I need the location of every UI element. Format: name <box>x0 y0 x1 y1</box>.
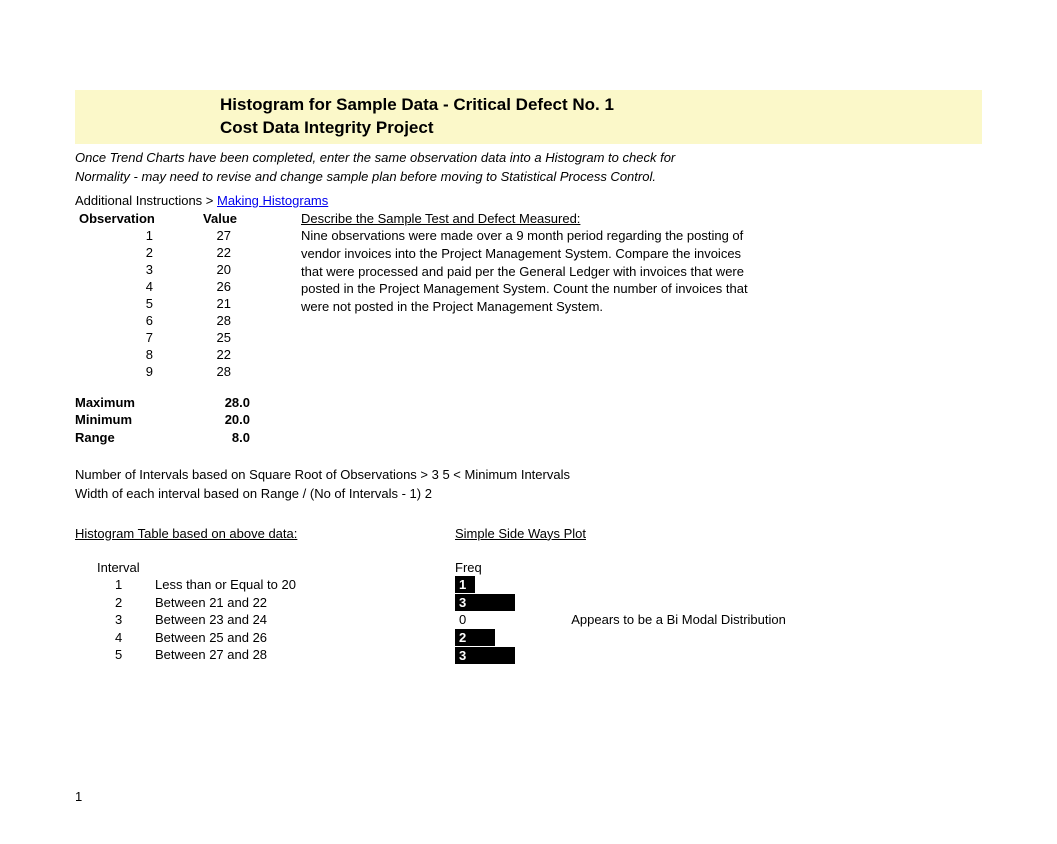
obs-number: 9 <box>75 363 178 380</box>
calc-line-1: Number of Intervals based on Square Root… <box>75 465 982 485</box>
obs-number: 3 <box>75 261 178 278</box>
obs-number: 4 <box>75 278 178 295</box>
hist-header-freq: Freq <box>455 559 495 577</box>
additional-instructions: Additional Instructions > Making Histogr… <box>75 193 982 208</box>
freq-bar: 3 <box>455 594 515 611</box>
hist-header-interval: Interval <box>75 559 155 577</box>
table-row: 222 <box>75 244 241 261</box>
table-row: 521 <box>75 295 241 312</box>
obs-value: 27 <box>178 227 241 244</box>
interval-number: 1 <box>75 576 155 594</box>
obs-number: 8 <box>75 346 178 363</box>
obs-header-value: Value <box>178 210 241 227</box>
histogram-table-heading: Histogram Table based on above data: <box>75 526 455 541</box>
distribution-note: Appears to be a Bi Modal Distribution <box>571 611 786 629</box>
histogram-row: 1Less than or Equal to 201 <box>75 576 982 594</box>
describe-line: vendor invoices into the Project Managem… <box>301 245 748 263</box>
interval-number: 3 <box>75 611 155 629</box>
table-row: 725 <box>75 329 241 346</box>
page-root: Histogram for Sample Data - Critical Def… <box>0 0 1057 844</box>
interval-range: Less than or Equal to 20 <box>155 576 455 594</box>
observation-table: Observation Value 1272223204265216287258… <box>75 210 241 380</box>
italic-line-2: Normality - may need to revise and chang… <box>75 167 982 187</box>
stat-label: Range <box>75 429 200 447</box>
table-row: 822 <box>75 346 241 363</box>
stat-value: 28.0 <box>200 394 250 412</box>
section-headings: Histogram Table based on above data: Sim… <box>75 526 982 541</box>
italic-line-1: Once Trend Charts have been completed, e… <box>75 148 982 168</box>
obs-header-observation: Observation <box>75 210 178 227</box>
obs-value: 22 <box>178 244 241 261</box>
stat-value: 20.0 <box>200 411 250 429</box>
interval-number: 4 <box>75 629 155 647</box>
freq-bar: 1 <box>455 576 475 593</box>
obs-value: 22 <box>178 346 241 363</box>
making-histograms-link[interactable]: Making Histograms <box>217 193 328 208</box>
histogram-header-row: Interval Freq <box>75 559 982 577</box>
describe-line: that were processed and paid per the Gen… <box>301 263 748 281</box>
simple-plot-heading: Simple Side Ways Plot <box>455 526 586 541</box>
banner-line-1: Histogram for Sample Data - Critical Def… <box>220 94 982 117</box>
stat-label: Maximum <box>75 394 200 412</box>
table-row: 628 <box>75 312 241 329</box>
obs-number: 7 <box>75 329 178 346</box>
histogram-row: 5Between 27 and 283 <box>75 646 982 664</box>
describe-column: Describe the Sample Test and Defect Meas… <box>241 210 748 315</box>
stat-minimum: Minimum 20.0 <box>75 411 982 429</box>
obs-number: 5 <box>75 295 178 312</box>
describe-line: Nine observations were made over a 9 mon… <box>301 227 748 245</box>
obs-number: 1 <box>75 227 178 244</box>
interval-number: 5 <box>75 646 155 664</box>
title-banner: Histogram for Sample Data - Critical Def… <box>75 90 982 144</box>
obs-number: 6 <box>75 312 178 329</box>
histogram-row: 3Between 23 and 240 Appears to be a Bi Mo… <box>75 611 982 629</box>
stats-block: Maximum 28.0 Minimum 20.0 Range 8.0 <box>75 394 982 447</box>
interval-range: Between 21 and 22 <box>155 594 455 612</box>
interval-range: Between 23 and 24 <box>155 611 455 629</box>
interval-range: Between 25 and 26 <box>155 629 455 647</box>
describe-heading: Describe the Sample Test and Defect Meas… <box>301 210 748 228</box>
histogram-row: 4Between 25 and 262 <box>75 629 982 647</box>
interval-range: Between 27 and 28 <box>155 646 455 664</box>
freq-bar: 3 <box>455 647 515 664</box>
stat-range: Range 8.0 <box>75 429 982 447</box>
addl-prefix: Additional Instructions > <box>75 193 217 208</box>
stat-label: Minimum <box>75 411 200 429</box>
histogram-row: 2Between 21 and 223 <box>75 594 982 612</box>
describe-line: were not posted in the Project Managemen… <box>301 298 748 316</box>
obs-value: 25 <box>178 329 241 346</box>
table-row: 928 <box>75 363 241 380</box>
obs-value: 20 <box>178 261 241 278</box>
table-row: 426 <box>75 278 241 295</box>
stat-maximum: Maximum 28.0 <box>75 394 982 412</box>
obs-value: 21 <box>178 295 241 312</box>
calc-line-2: Width of each interval based on Range / … <box>75 484 982 504</box>
obs-number: 2 <box>75 244 178 261</box>
freq-bar: 2 <box>455 629 495 646</box>
histogram-block: Interval Freq 1Less than or Equal to 201… <box>75 559 982 664</box>
freq-bar: 0 <box>455 611 466 628</box>
banner-line-2: Cost Data Integrity Project <box>220 117 982 140</box>
stat-value: 8.0 <box>200 429 250 447</box>
table-row: 320 <box>75 261 241 278</box>
obs-value: 26 <box>178 278 241 295</box>
italic-instructions: Once Trend Charts have been completed, e… <box>75 148 982 187</box>
calc-block: Number of Intervals based on Square Root… <box>75 465 982 504</box>
table-row: 127 <box>75 227 241 244</box>
describe-line: posted in the Project Management System.… <box>301 280 748 298</box>
observation-section: Observation Value 1272223204265216287258… <box>75 210 982 380</box>
obs-value: 28 <box>178 312 241 329</box>
interval-number: 2 <box>75 594 155 612</box>
obs-value: 28 <box>178 363 241 380</box>
page-number: 1 <box>75 789 982 804</box>
